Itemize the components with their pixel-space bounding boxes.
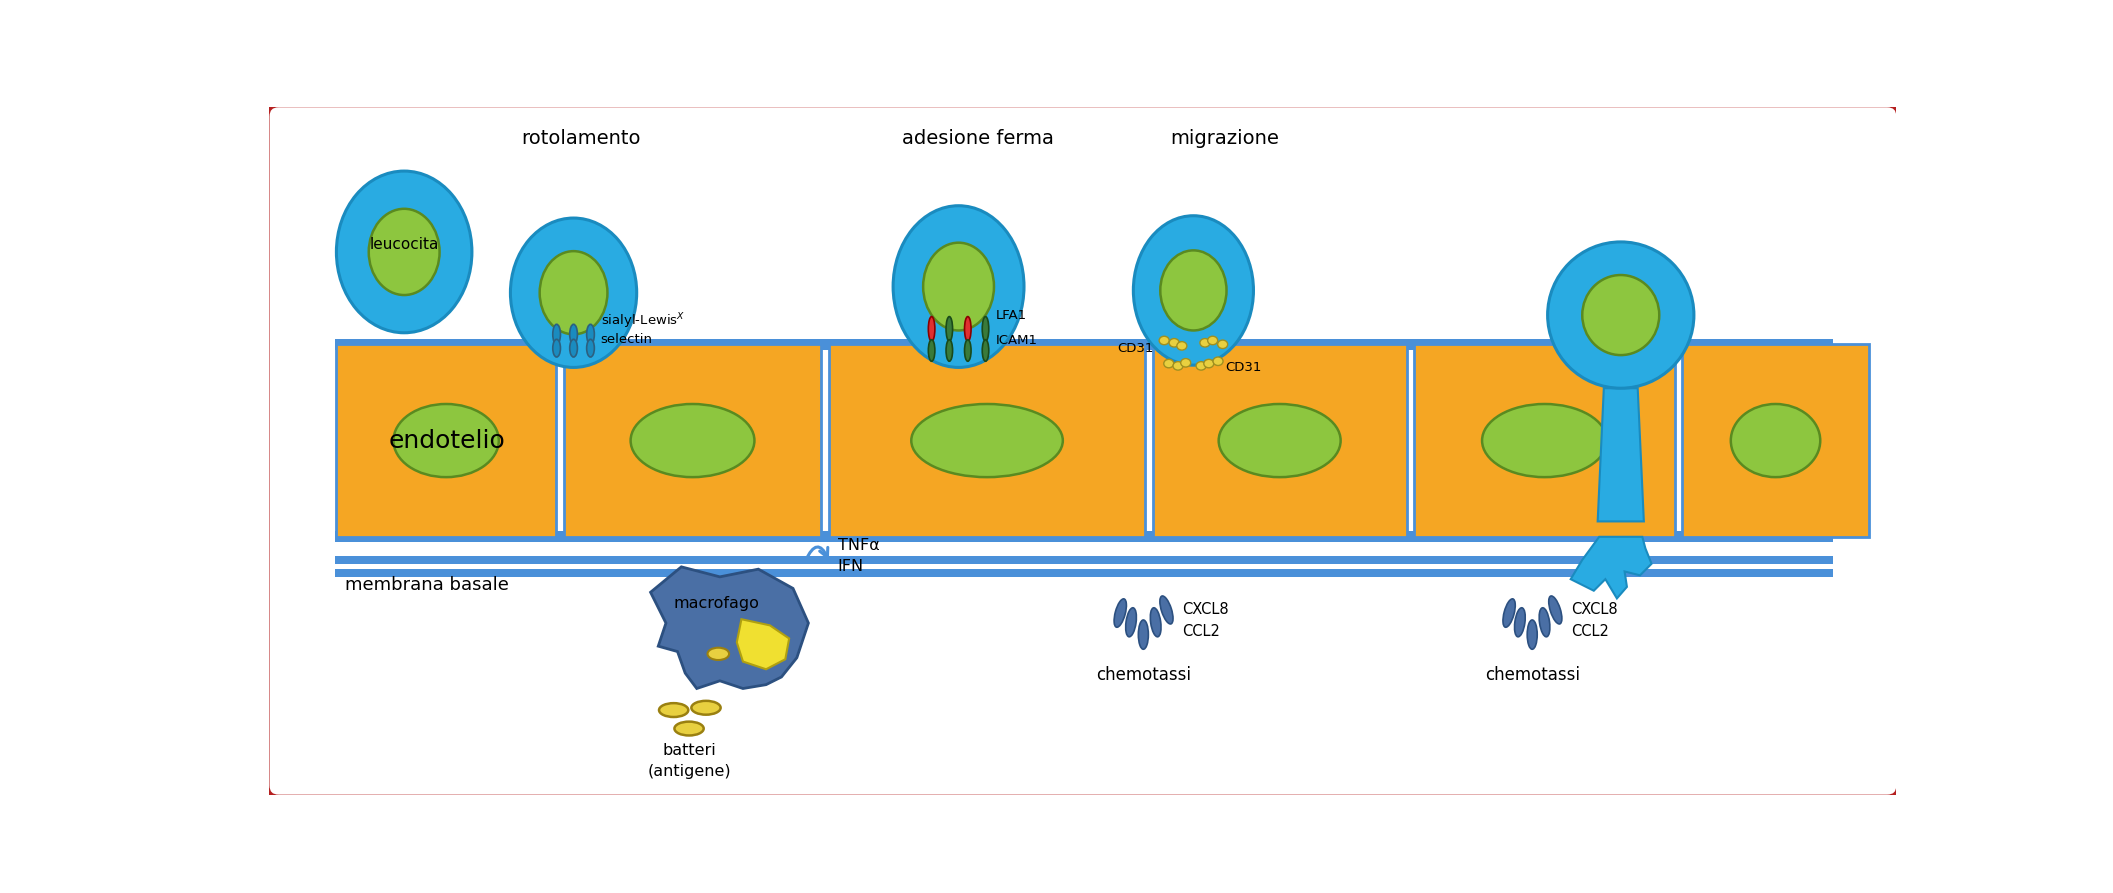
- Bar: [1152, 345, 1407, 537]
- Ellipse shape: [511, 218, 636, 367]
- Text: (antigene): (antigene): [647, 764, 731, 780]
- Ellipse shape: [370, 209, 440, 295]
- Ellipse shape: [1481, 404, 1608, 477]
- Ellipse shape: [1177, 342, 1188, 350]
- Bar: [564, 345, 822, 537]
- Ellipse shape: [947, 339, 953, 362]
- Text: ICAM1: ICAM1: [995, 334, 1037, 347]
- Ellipse shape: [336, 171, 471, 333]
- Text: CD31: CD31: [1226, 361, 1261, 374]
- Ellipse shape: [894, 205, 1025, 367]
- Ellipse shape: [1160, 337, 1168, 345]
- Ellipse shape: [393, 404, 499, 477]
- Ellipse shape: [587, 339, 594, 357]
- Text: IFN: IFN: [837, 559, 864, 574]
- Ellipse shape: [1538, 608, 1551, 637]
- Bar: [1414, 345, 1676, 537]
- Ellipse shape: [1219, 404, 1340, 477]
- Text: endotelio: endotelio: [389, 429, 505, 453]
- Ellipse shape: [1160, 250, 1226, 330]
- Text: selectin: selectin: [600, 333, 653, 346]
- Text: membrana basale: membrana basale: [344, 576, 509, 595]
- Ellipse shape: [911, 404, 1063, 477]
- Ellipse shape: [1160, 596, 1173, 624]
- Text: CCL2: CCL2: [1181, 624, 1219, 639]
- Text: CXCL8: CXCL8: [1570, 603, 1616, 617]
- Ellipse shape: [983, 339, 989, 362]
- Text: migrazione: migrazione: [1171, 129, 1278, 148]
- Text: rotolamento: rotolamento: [522, 129, 640, 148]
- Polygon shape: [651, 567, 809, 689]
- Ellipse shape: [1164, 359, 1175, 368]
- Ellipse shape: [1139, 620, 1147, 649]
- Polygon shape: [1570, 537, 1652, 598]
- Ellipse shape: [1200, 338, 1211, 347]
- Text: macrofago: macrofago: [674, 597, 759, 612]
- Ellipse shape: [964, 339, 972, 362]
- Ellipse shape: [554, 339, 560, 357]
- Ellipse shape: [1549, 596, 1562, 624]
- Text: sialyl-Lewis$^X$: sialyl-Lewis$^X$: [600, 312, 685, 331]
- Bar: [334, 531, 1832, 542]
- Polygon shape: [1597, 388, 1644, 522]
- Ellipse shape: [928, 339, 934, 362]
- Ellipse shape: [708, 647, 729, 660]
- Ellipse shape: [659, 703, 689, 717]
- Ellipse shape: [1168, 338, 1179, 347]
- Ellipse shape: [923, 243, 993, 330]
- Ellipse shape: [947, 317, 953, 341]
- Ellipse shape: [1515, 608, 1526, 637]
- Ellipse shape: [1173, 362, 1183, 370]
- Bar: [828, 345, 1145, 537]
- Text: CD31: CD31: [1118, 342, 1154, 355]
- Ellipse shape: [1213, 357, 1223, 365]
- Polygon shape: [737, 619, 788, 669]
- Ellipse shape: [983, 317, 989, 341]
- Ellipse shape: [674, 722, 704, 736]
- Ellipse shape: [1126, 608, 1137, 637]
- Bar: [334, 339, 1832, 350]
- Bar: [1682, 345, 1868, 537]
- Ellipse shape: [630, 404, 754, 477]
- Ellipse shape: [964, 317, 972, 341]
- FancyBboxPatch shape: [266, 104, 1900, 797]
- Ellipse shape: [571, 339, 577, 357]
- Ellipse shape: [1209, 337, 1217, 345]
- Ellipse shape: [928, 317, 934, 341]
- Bar: [336, 345, 556, 537]
- Text: chemotassi: chemotassi: [1097, 666, 1192, 684]
- Ellipse shape: [1133, 216, 1253, 365]
- Ellipse shape: [1502, 599, 1515, 627]
- Ellipse shape: [1217, 340, 1228, 348]
- Ellipse shape: [587, 324, 594, 345]
- Ellipse shape: [571, 324, 577, 345]
- Ellipse shape: [1547, 242, 1695, 388]
- Ellipse shape: [1731, 404, 1819, 477]
- Text: batteri: batteri: [661, 743, 716, 757]
- Ellipse shape: [554, 324, 560, 345]
- Ellipse shape: [1114, 599, 1126, 627]
- Polygon shape: [1179, 345, 1207, 365]
- Ellipse shape: [1528, 620, 1538, 649]
- Ellipse shape: [1583, 275, 1659, 355]
- Text: LFA1: LFA1: [995, 309, 1027, 321]
- Text: chemotassi: chemotassi: [1485, 666, 1581, 684]
- Text: CCL2: CCL2: [1570, 624, 1608, 639]
- Ellipse shape: [539, 251, 606, 334]
- Ellipse shape: [1181, 359, 1192, 367]
- Text: adesione ferma: adesione ferma: [902, 129, 1054, 148]
- Ellipse shape: [1196, 362, 1207, 370]
- Ellipse shape: [691, 701, 721, 714]
- Bar: [334, 569, 1832, 577]
- Ellipse shape: [1204, 359, 1213, 368]
- Text: leucocita: leucocita: [370, 237, 440, 252]
- FancyArrowPatch shape: [805, 547, 828, 561]
- Text: CXCL8: CXCL8: [1181, 603, 1228, 617]
- Ellipse shape: [1149, 608, 1160, 637]
- Bar: [334, 556, 1832, 563]
- Text: TNFα: TNFα: [837, 538, 879, 553]
